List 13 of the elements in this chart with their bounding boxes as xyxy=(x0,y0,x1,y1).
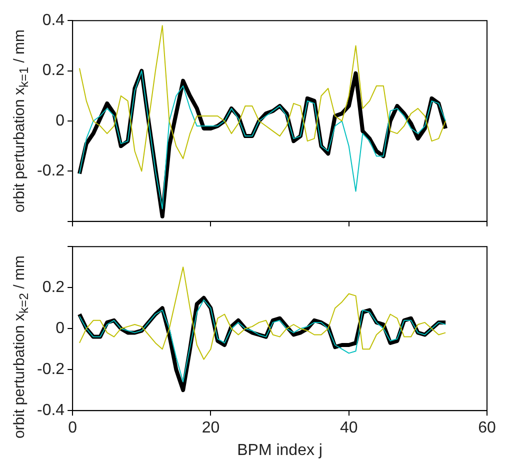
y-tick-label: -0.2 xyxy=(36,361,65,378)
y-tick-label: -0.2 xyxy=(36,162,65,180)
x-tick-label: 20 xyxy=(202,420,220,437)
y-tick-label: 0 xyxy=(56,112,65,130)
x-tick-label: 40 xyxy=(340,420,358,437)
y-tick-label: 0.4 xyxy=(42,12,65,30)
y-tick-label: 0.2 xyxy=(42,279,65,296)
x-axis-title: BPM index j xyxy=(237,442,322,459)
y-tick-label: 0 xyxy=(56,320,65,338)
y-tick-label: -0.4 xyxy=(36,402,65,420)
x-tick-label: 60 xyxy=(478,420,496,437)
y-tick-label: 0.2 xyxy=(42,62,65,80)
x-tick-label: 0 xyxy=(68,420,78,437)
